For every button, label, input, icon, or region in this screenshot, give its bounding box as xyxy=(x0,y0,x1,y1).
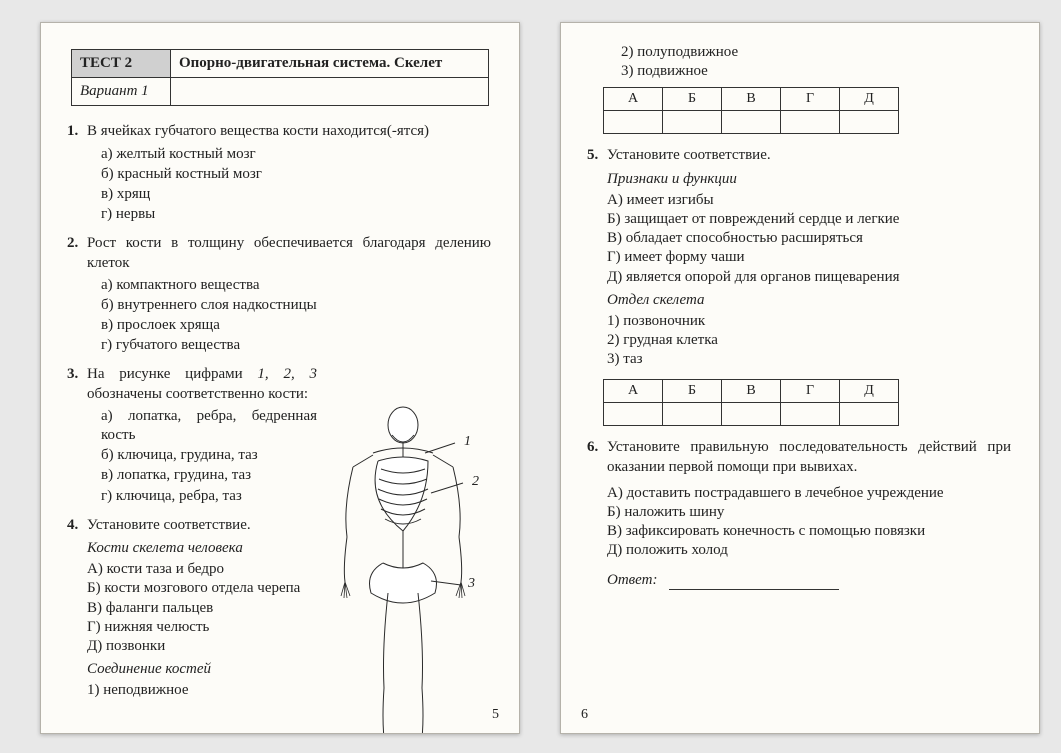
q4-answer-table: А Б В Г Д xyxy=(603,87,899,134)
q4-continuation: 2) полуподвижное 3) подвижное xyxy=(621,43,1011,81)
q6-answer-line[interactable] xyxy=(669,575,839,590)
q4-g2-2: 2) полуподвижное xyxy=(621,43,1011,62)
q3-stem: На рисунке цифрами 1, 2, 3 обозначены со… xyxy=(87,365,317,403)
ans-hdr-c: В xyxy=(722,88,781,111)
q5-ans-b[interactable] xyxy=(663,403,722,426)
q1-opt-b: б) красный костный мозг xyxy=(101,165,491,184)
q6-opt-d: Д) положить холод xyxy=(607,541,1011,560)
question-6: 6. Установите правильную последовательно… xyxy=(589,438,1011,589)
q2-opt-a: а) компактного вещества xyxy=(101,276,491,295)
ans-hdr-e: Д xyxy=(840,88,899,111)
q4-g1-a: А) кости таза и бедро xyxy=(87,560,317,579)
q5-ans-c[interactable] xyxy=(722,403,781,426)
ans-hdr-c: В xyxy=(722,380,781,403)
q2-stem: Рост кости в толщину обеспечивается благ… xyxy=(87,234,491,272)
q4-g2-3: 3) подвижное xyxy=(621,62,1011,81)
skeleton-icon xyxy=(313,403,493,734)
skeleton-figure: 1 2 3 xyxy=(313,403,493,734)
page-number-right: 6 xyxy=(581,707,588,723)
q5-g2-2: 2) грудная клетка xyxy=(607,331,1011,350)
q5-ans-a[interactable] xyxy=(604,403,663,426)
q2-number: 2. xyxy=(67,234,78,253)
q5-number: 5. xyxy=(587,146,598,165)
q6-opt-a: А) доставить пострадавшего в лечебное уч… xyxy=(607,484,1011,503)
q1-number: 1. xyxy=(67,122,78,141)
ans-hdr-a: А xyxy=(604,380,663,403)
q4-number: 4. xyxy=(67,516,78,535)
q5-g2-3: 3) таз xyxy=(607,350,1011,369)
header-test: ТЕСТ 2 xyxy=(72,50,171,78)
q5-g1-e: Д) является опорой для органов пищеварен… xyxy=(607,268,1011,287)
q4-ans-e[interactable] xyxy=(840,111,899,134)
q1-opt-d: г) нервы xyxy=(101,205,491,224)
ans-hdr-d: Г xyxy=(781,88,840,111)
q4-g1-c: В) фаланги пальцев xyxy=(87,599,317,618)
q5-ans-d[interactable] xyxy=(781,403,840,426)
page-right-content: 2) полуподвижное 3) подвижное А Б В Г Д … xyxy=(561,23,1039,610)
q1-opt-c: в) хрящ xyxy=(101,185,491,204)
ans-hdr-d: Г xyxy=(781,380,840,403)
q3-opt-d: г) ключица, ребра, таз xyxy=(101,487,317,506)
q6-answer-label: Ответ: xyxy=(607,572,657,588)
q5-g2-1: 1) позвоночник xyxy=(607,312,1011,331)
q4-ans-c[interactable] xyxy=(722,111,781,134)
q4-g2-1: 1) неподвижное xyxy=(87,681,317,700)
q3-stem-p1: На рисунке цифрами xyxy=(87,366,257,382)
page-left-content: ТЕСТ 2 Опорно-двигательная система. Скел… xyxy=(41,23,519,720)
q5-group2-title: Отдел скелета xyxy=(607,291,1011,310)
q5-g1-c: В) обладает способностью расширяться xyxy=(607,229,1011,248)
ans-hdr-b: Б xyxy=(663,380,722,403)
q6-number: 6. xyxy=(587,438,598,457)
q1-opt-a: а) желтый костный мозг xyxy=(101,145,491,164)
q5-answer-table: А Б В Г Д xyxy=(603,379,899,426)
q2-opt-d: г) губчатого вещества xyxy=(101,336,491,355)
q4-ans-b[interactable] xyxy=(663,111,722,134)
q3-opt-b: б) ключица, грудина, таз xyxy=(101,446,317,465)
q4-stem: Установите соответствие. xyxy=(87,516,317,535)
q5-g1-d: Г) имеет форму чаши xyxy=(607,248,1011,267)
q2-opt-b: б) внутреннего слоя надкостницы xyxy=(101,296,491,315)
page-left: ТЕСТ 2 Опорно-двигательная система. Скел… xyxy=(40,22,520,734)
header-title: Опорно-двигательная система. Скелет xyxy=(171,50,488,78)
fig-label-2: 2 xyxy=(472,473,479,491)
q5-g1-a: А) имеет изгибы xyxy=(607,191,1011,210)
test-header: ТЕСТ 2 Опорно-двигательная система. Скел… xyxy=(71,49,489,106)
ans-hdr-e: Д xyxy=(840,380,899,403)
question-2: 2. Рост кости в толщину обеспечивается б… xyxy=(69,234,491,355)
question-1: 1. В ячейках губчатого вещества кости на… xyxy=(69,122,491,224)
q5-ans-e[interactable] xyxy=(840,403,899,426)
fig-label-1: 1 xyxy=(464,433,471,451)
q4-group2-title: Соединение костей xyxy=(87,660,317,679)
q3-opt-c: в) лопатка, грудина, таз xyxy=(101,466,317,485)
q2-opt-c: в) прослоек хряща xyxy=(101,316,491,335)
ans-hdr-b: Б xyxy=(663,88,722,111)
q6-opt-c: В) зафиксировать конечность с помощью по… xyxy=(607,522,1011,541)
q5-stem: Установите соответствие. xyxy=(607,146,1011,165)
q4-g1-d: Г) нижняя челюсть xyxy=(87,618,317,637)
question-5: 5. Установите соответствие. Признаки и ф… xyxy=(589,146,1011,369)
q4-ans-d[interactable] xyxy=(781,111,840,134)
header-blank xyxy=(171,78,488,105)
q3-nums: 1, 2, 3 xyxy=(257,366,317,382)
q3-stem-p2: обозначены соответственно ко­сти: xyxy=(87,386,308,402)
q5-g1-b: Б) защищает от повреждений сердце и легк… xyxy=(607,210,1011,229)
q1-stem: В ячейках губчатого вещества кости наход… xyxy=(87,122,491,141)
q4-g1-e: Д) позвонки xyxy=(87,637,317,656)
q4-g1-b: Б) кости мозгового отдела че­репа xyxy=(87,579,317,598)
page-number-left: 5 xyxy=(492,707,499,723)
ans-hdr-a: А xyxy=(604,88,663,111)
q6-stem: Установите правильную последовательность… xyxy=(607,438,1011,476)
q4-group1-title: Кости скелета человека xyxy=(87,539,317,558)
fig-label-3: 3 xyxy=(468,575,475,593)
page-right: 2) полуподвижное 3) подвижное А Б В Г Д … xyxy=(560,22,1040,734)
q3-number: 3. xyxy=(67,365,78,384)
q4-ans-a[interactable] xyxy=(604,111,663,134)
header-variant: Вариант 1 xyxy=(72,78,171,105)
q3-opt-a: а) лопатка, ребра, бедренная кость xyxy=(101,407,317,445)
q5-group1-title: Признаки и функции xyxy=(607,170,1011,189)
q6-opt-b: Б) наложить шину xyxy=(607,503,1011,522)
